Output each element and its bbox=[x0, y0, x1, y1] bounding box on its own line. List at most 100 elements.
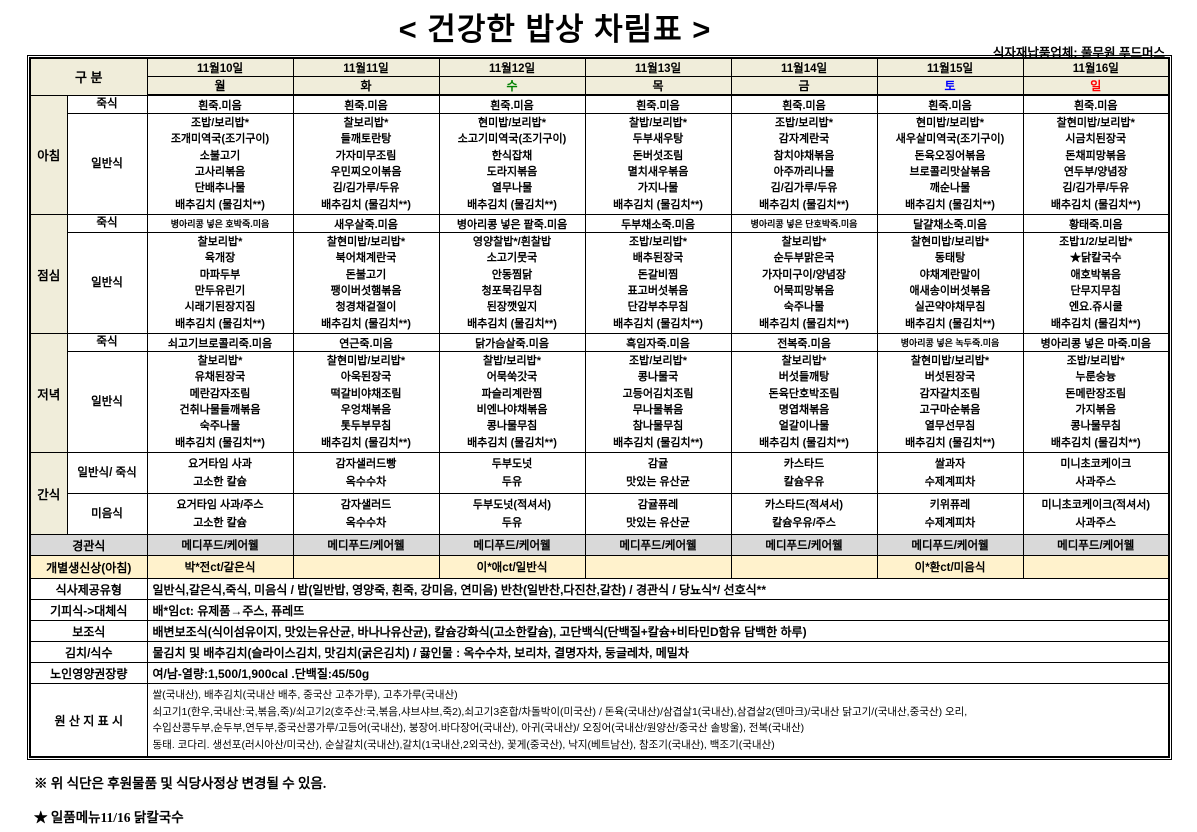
porridge-cell: 쇠고기브로콜리죽.미음 bbox=[146, 333, 294, 352]
day-header: 금 bbox=[730, 76, 878, 96]
menu-cell: 찰현미밥/보리밥* 버섯된장국 감자갈치조림 고구마순볶음 열무선무침 배추김치 (물김치… bbox=[876, 351, 1024, 453]
snack-cell: 미니초코케이크 사과주스 bbox=[1022, 452, 1170, 494]
porridge-cell: 닭가슴살죽.미음 bbox=[438, 333, 586, 352]
menu-cell: 찰현미밥/보리밥* 시금치된장국 돈채피망볶음 연두부/양념장 김/김가루/두유 배추김치… bbox=[1022, 113, 1170, 215]
birthday-cell: 박*전ct/갈은식 bbox=[146, 555, 294, 579]
porridge-cell: 연근죽.미음 bbox=[292, 333, 440, 352]
snack-cell: 키위퓨레 수제계피차 bbox=[876, 493, 1024, 535]
row-label-regular: 일반식 bbox=[66, 113, 148, 215]
tube-feeding-cell: 메디푸드/케어웰 bbox=[876, 534, 1024, 556]
tube-feeding-label: 경관식 bbox=[29, 534, 148, 556]
section-label: 간식 bbox=[29, 452, 68, 535]
menu-cell: 조밥1/2/보리밥* ★닭칼국수 애호박볶음 단무지무침 엔요.쥬시쿨 배추김치 (물김치… bbox=[1022, 232, 1170, 334]
menu-cell: 찰보리밥* 유채된장국 메란감자조림 건취나물들깨볶음 숙주나물 배추김치 (물김치**) bbox=[146, 351, 294, 453]
porridge-cell: 새우살죽.미음 bbox=[292, 214, 440, 233]
birthday-cell: 이*애ct/일반식 bbox=[438, 555, 586, 579]
table-row: 식사제공유형 일반식,갈은식,죽식, 미음식 / 밥(일반밥, 영양죽, 흰죽, … bbox=[29, 578, 1170, 600]
info-content: 물김치 및 배추김치(슬라이스김치, 맛김치(굵은김치) / 끓인물 : 옥수수… bbox=[146, 641, 1170, 663]
date-header: 11월12일 bbox=[438, 57, 586, 77]
porridge-cell: 병아리콩 넣은 팥죽.미음 bbox=[438, 214, 586, 233]
menu-cell: 찰보리밥* 버섯들깨탕 돈육단호박조림 명엽채볶음 얼갈이나물 배추김치 (물김치**) bbox=[730, 351, 878, 453]
snack-cell: 두부도넛 두유 bbox=[438, 452, 586, 494]
row-label-porridge: 죽식 bbox=[66, 94, 148, 114]
birthday-cell: 이*환ct/미음식 bbox=[876, 555, 1024, 579]
menu-cell: 찰보리밥* 순두부맑은국 가자미구이/양념장 어묵피망볶음 숙주나물 배추김치 (물김치*… bbox=[730, 232, 878, 334]
snack-cell: 감귤 맛있는 유산균 bbox=[584, 452, 732, 494]
info-label: 식사제공유형 bbox=[29, 578, 148, 600]
porridge-cell: 전복죽.미음 bbox=[730, 333, 878, 352]
snack-cell: 미니초코케이크(적셔서) 사과주스 bbox=[1022, 493, 1170, 535]
porridge-cell: 흰죽.미음 bbox=[876, 94, 1024, 114]
info-content: 일반식,갈은식,죽식, 미음식 / 밥(일반밥, 영양죽, 흰죽, 강미음, 연… bbox=[146, 578, 1170, 600]
snack-cell: 쌀과자 수제계피차 bbox=[876, 452, 1024, 494]
snack-cell: 감자샐러드빵 옥수수차 bbox=[292, 452, 440, 494]
info-content: 배변보조식(식이섬유이지, 맛있는유산균, 바나나유산균), 칼슘강화식(고소한… bbox=[146, 620, 1170, 642]
tube-feeding-cell: 메디푸드/케어웰 bbox=[292, 534, 440, 556]
table-row: 김치/식수 물김치 및 배추김치(슬라이스김치, 맛김치(굵은김치) / 끓인물 … bbox=[29, 641, 1170, 663]
menu-cell: 영양찰밥*/흰찰밥 소고기뭇국 안동찜닭 청포묵김무침 된장깻잎지 배추김치 (물김치**… bbox=[438, 232, 586, 334]
snack-cell: 카스타드 칼슘우유 bbox=[730, 452, 878, 494]
supplier-note: 식자재납품업체: 풀무원 푸드머스 bbox=[992, 46, 1165, 60]
menu-cell: 찰보리밥* 육개장 마파두부 만두유린기 시래기된장지짐 배추김치 (물김치**) bbox=[146, 232, 294, 334]
tube-feeding-cell: 메디푸드/케어웰 bbox=[438, 534, 586, 556]
info-content: 배*임ct: 유제품→주스, 퓨레뜨 bbox=[146, 599, 1170, 621]
date-header: 11월15일 bbox=[876, 57, 1024, 77]
date-header: 11월13일 bbox=[584, 57, 732, 77]
porridge-cell: 병아리콩 넣은 마죽.미음 bbox=[1022, 333, 1170, 352]
date-header: 11월11일 bbox=[292, 57, 440, 77]
info-label: 노인영양권장량 bbox=[29, 662, 148, 684]
porridge-cell: 흑임자죽.미음 bbox=[584, 333, 732, 352]
birthday-label: 개별생신상(아침) bbox=[29, 555, 148, 579]
table-row: 경관식 메디푸드/케어웰 메디푸드/케어웰 메디푸드/케어웰 메디푸드/케어웰 메디푸드/… bbox=[29, 534, 1170, 556]
porridge-cell: 병아리콩 넣은 단호박죽.미음 bbox=[730, 214, 878, 233]
origin-label: 원 산 지 표 시 bbox=[29, 683, 148, 758]
porridge-cell: 흰죽.미음 bbox=[730, 94, 878, 114]
footnote-special-menu: ★ 일품메뉴11/16 닭칼국수 bbox=[34, 810, 184, 825]
table-row: 구 분 11월10일 11월11일 11월12일 11월13일 11월14일 11월15일 1… bbox=[29, 57, 1170, 96]
row-label-regular: 일반식 bbox=[66, 232, 148, 334]
table-row: 기피식->대체식 배*임ct: 유제품→주스, 퓨레뜨 bbox=[29, 599, 1170, 621]
table-row: 저녁 죽식 쇠고기브로콜리죽.미음 연근죽.미음 닭가슴살죽.미음 흑임자죽.미음 전복죽.… bbox=[29, 333, 1170, 453]
porridge-cell: 흰죽.미음 bbox=[584, 94, 732, 114]
table-row: 노인영양권장량 여/남-열량:1,500/1,900cal .단백질:45/50g bbox=[29, 662, 1170, 684]
table-row: 원 산 지 표 시 쌀(국내산), 배추김치(국내산 배추, 중국산 고추가루),… bbox=[29, 683, 1170, 758]
menu-cell: 찰현미밥/보리밥* 동태탕 야채계란말이 애새송이버섯볶음 실곤약야채무침 배추김치 (물… bbox=[876, 232, 1024, 334]
footnote-change-notice: ※ 위 식단은 후원물품 및 식당사정상 변경될 수 있음. bbox=[34, 776, 327, 791]
category-header: 구 분 bbox=[29, 57, 148, 96]
porridge-cell: 두부채소죽.미음 bbox=[584, 214, 732, 233]
row-label-snack-regular: 일반식/ 죽식 bbox=[66, 452, 148, 494]
day-header: 일 bbox=[1022, 76, 1170, 96]
menu-cell: 조밥/보리밥* 조개미역국(조기구이) 소불고기 고사리볶음 단배추나물 배추김치 (물김… bbox=[146, 113, 294, 215]
menu-cell: 현미밥/보리밥* 소고기미역국(조기구이) 한식잡채 도라지볶음 열무나물 배추김치 (물… bbox=[438, 113, 586, 215]
snack-cell: 요거타임 사과 고소한 칼슘 bbox=[146, 452, 294, 494]
tube-feeding-cell: 메디푸드/케어웰 bbox=[730, 534, 878, 556]
birthday-cell bbox=[730, 555, 878, 579]
page-title: < 건강한 밥상 차림표 > bbox=[398, 12, 712, 47]
table-row: 보조식 배변보조식(식이섬유이지, 맛있는유산균, 바나나유산균), 칼슘강화식(… bbox=[29, 620, 1170, 642]
table-row: 점심 죽식 병아리콩 넣은 호박죽.미음 새우살죽.미음 병아리콩 넣은 팥죽.미음 두부… bbox=[29, 214, 1170, 334]
row-label-porridge: 죽식 bbox=[66, 333, 148, 352]
day-header: 월 bbox=[146, 76, 294, 96]
menu-cell: 조밥/보리밥* 배추된장국 돈갈비찜 표고버섯볶음 단감부추무침 배추김치 (물김치**) bbox=[584, 232, 732, 334]
porridge-cell: 흰죽.미음 bbox=[438, 94, 586, 114]
snack-cell: 두부도넛(적셔서) 두유 bbox=[438, 493, 586, 535]
table-row: 미음식 요거타임 사과/주스 고소한 칼슘 감자샐러드 옥수수차 두부도넛(적셔서) 두유 감… bbox=[30, 493, 1170, 535]
snack-cell: 카스타드(적셔서) 칼슘우유/주스 bbox=[730, 493, 878, 535]
menu-cell: 찰밥/보리밥* 두부새우탕 돈버섯조림 멸치새우볶음 가지나물 배추김치 (물김치**) bbox=[584, 113, 732, 215]
section-label: 아침 bbox=[29, 94, 68, 215]
menu-cell: 현미밥/보리밥* 새우살미역국(조기구이) 돈육오징어볶음 브로콜리맛살볶음 깨순나물 배… bbox=[876, 113, 1024, 215]
day-header: 수 bbox=[438, 76, 586, 96]
info-label: 보조식 bbox=[29, 620, 148, 642]
tube-feeding-cell: 메디푸드/케어웰 bbox=[584, 534, 732, 556]
row-label-snack-mieum: 미음식 bbox=[66, 493, 148, 535]
table-row: 개별생신상(아침) 박*전ct/갈은식 이*애ct/일반식 이*환ct/미음식 bbox=[29, 555, 1170, 579]
porridge-cell: 흰죽.미음 bbox=[1022, 94, 1170, 114]
porridge-cell: 병아리콩 넣은 녹두죽.미음 bbox=[876, 333, 1024, 352]
table-row: 일반식 찰보리밥* 유채된장국 메란감자조림 건취나물들깨볶음 숙주나물 배추김치 (물김치… bbox=[30, 351, 1170, 453]
menu-cell: 찰현미밥/보리밥* 북어채계란국 돈불고기 팽이버섯햄볶음 청경채겉절이 배추김치 (물김… bbox=[292, 232, 440, 334]
snack-cell: 감자샐러드 옥수수차 bbox=[292, 493, 440, 535]
menu-cell: 조밥/보리밥* 감자계란국 참치야채볶음 아주까리나물 김/김가루/두유 배추김치 (물김… bbox=[730, 113, 878, 215]
info-content: 여/남-열량:1,500/1,900cal .단백질:45/50g bbox=[146, 662, 1170, 684]
